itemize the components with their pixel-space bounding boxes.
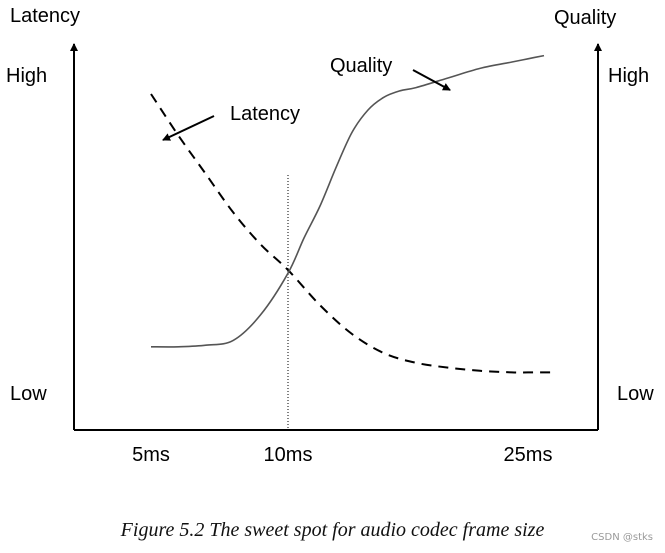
quality-annotation-arrow xyxy=(412,69,451,91)
x-tick-label-10ms: 10ms xyxy=(264,444,313,466)
right-axis-title: Quality xyxy=(554,7,616,29)
latency-annotation-arrow xyxy=(162,115,215,141)
quality-annotation-label: Quality xyxy=(330,55,392,77)
latency-annotation-label: Latency xyxy=(230,103,300,125)
x-tick-label-5ms: 5ms xyxy=(132,444,170,466)
left-axis-low-label: Low xyxy=(10,383,47,405)
watermark: CSDN @stks xyxy=(591,532,653,543)
left-axis-title: Latency xyxy=(10,5,80,27)
left-axis-high-label: High xyxy=(6,65,47,87)
right-axis-high-label: High xyxy=(608,65,649,87)
quality-curve xyxy=(150,54,545,348)
figure-caption: Figure 5.2 The sweet spot for audio code… xyxy=(120,519,545,541)
x-tick-label-25ms: 25ms xyxy=(504,444,553,466)
right-axis-low-label: Low xyxy=(617,383,654,405)
latency-curve xyxy=(150,93,552,374)
